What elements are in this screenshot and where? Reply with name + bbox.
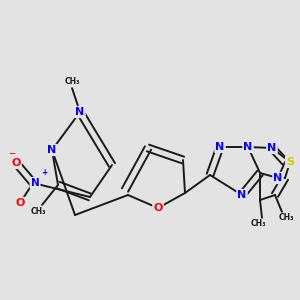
Text: N: N [75, 107, 85, 117]
Text: N: N [243, 142, 253, 152]
Text: CH₃: CH₃ [64, 77, 80, 86]
Text: CH₃: CH₃ [30, 206, 46, 215]
Text: +: + [41, 168, 47, 177]
Text: CH₃: CH₃ [250, 220, 266, 229]
Text: N: N [267, 143, 277, 153]
Text: N: N [215, 142, 225, 152]
Text: O: O [153, 203, 163, 213]
Text: O: O [15, 198, 25, 208]
Text: N: N [47, 145, 57, 155]
Text: O: O [11, 158, 21, 168]
Text: N: N [31, 178, 39, 188]
Text: −: − [8, 149, 15, 158]
Text: N: N [273, 173, 283, 183]
Text: CH₃: CH₃ [278, 214, 294, 223]
Text: S: S [286, 157, 294, 167]
Text: N: N [237, 190, 247, 200]
